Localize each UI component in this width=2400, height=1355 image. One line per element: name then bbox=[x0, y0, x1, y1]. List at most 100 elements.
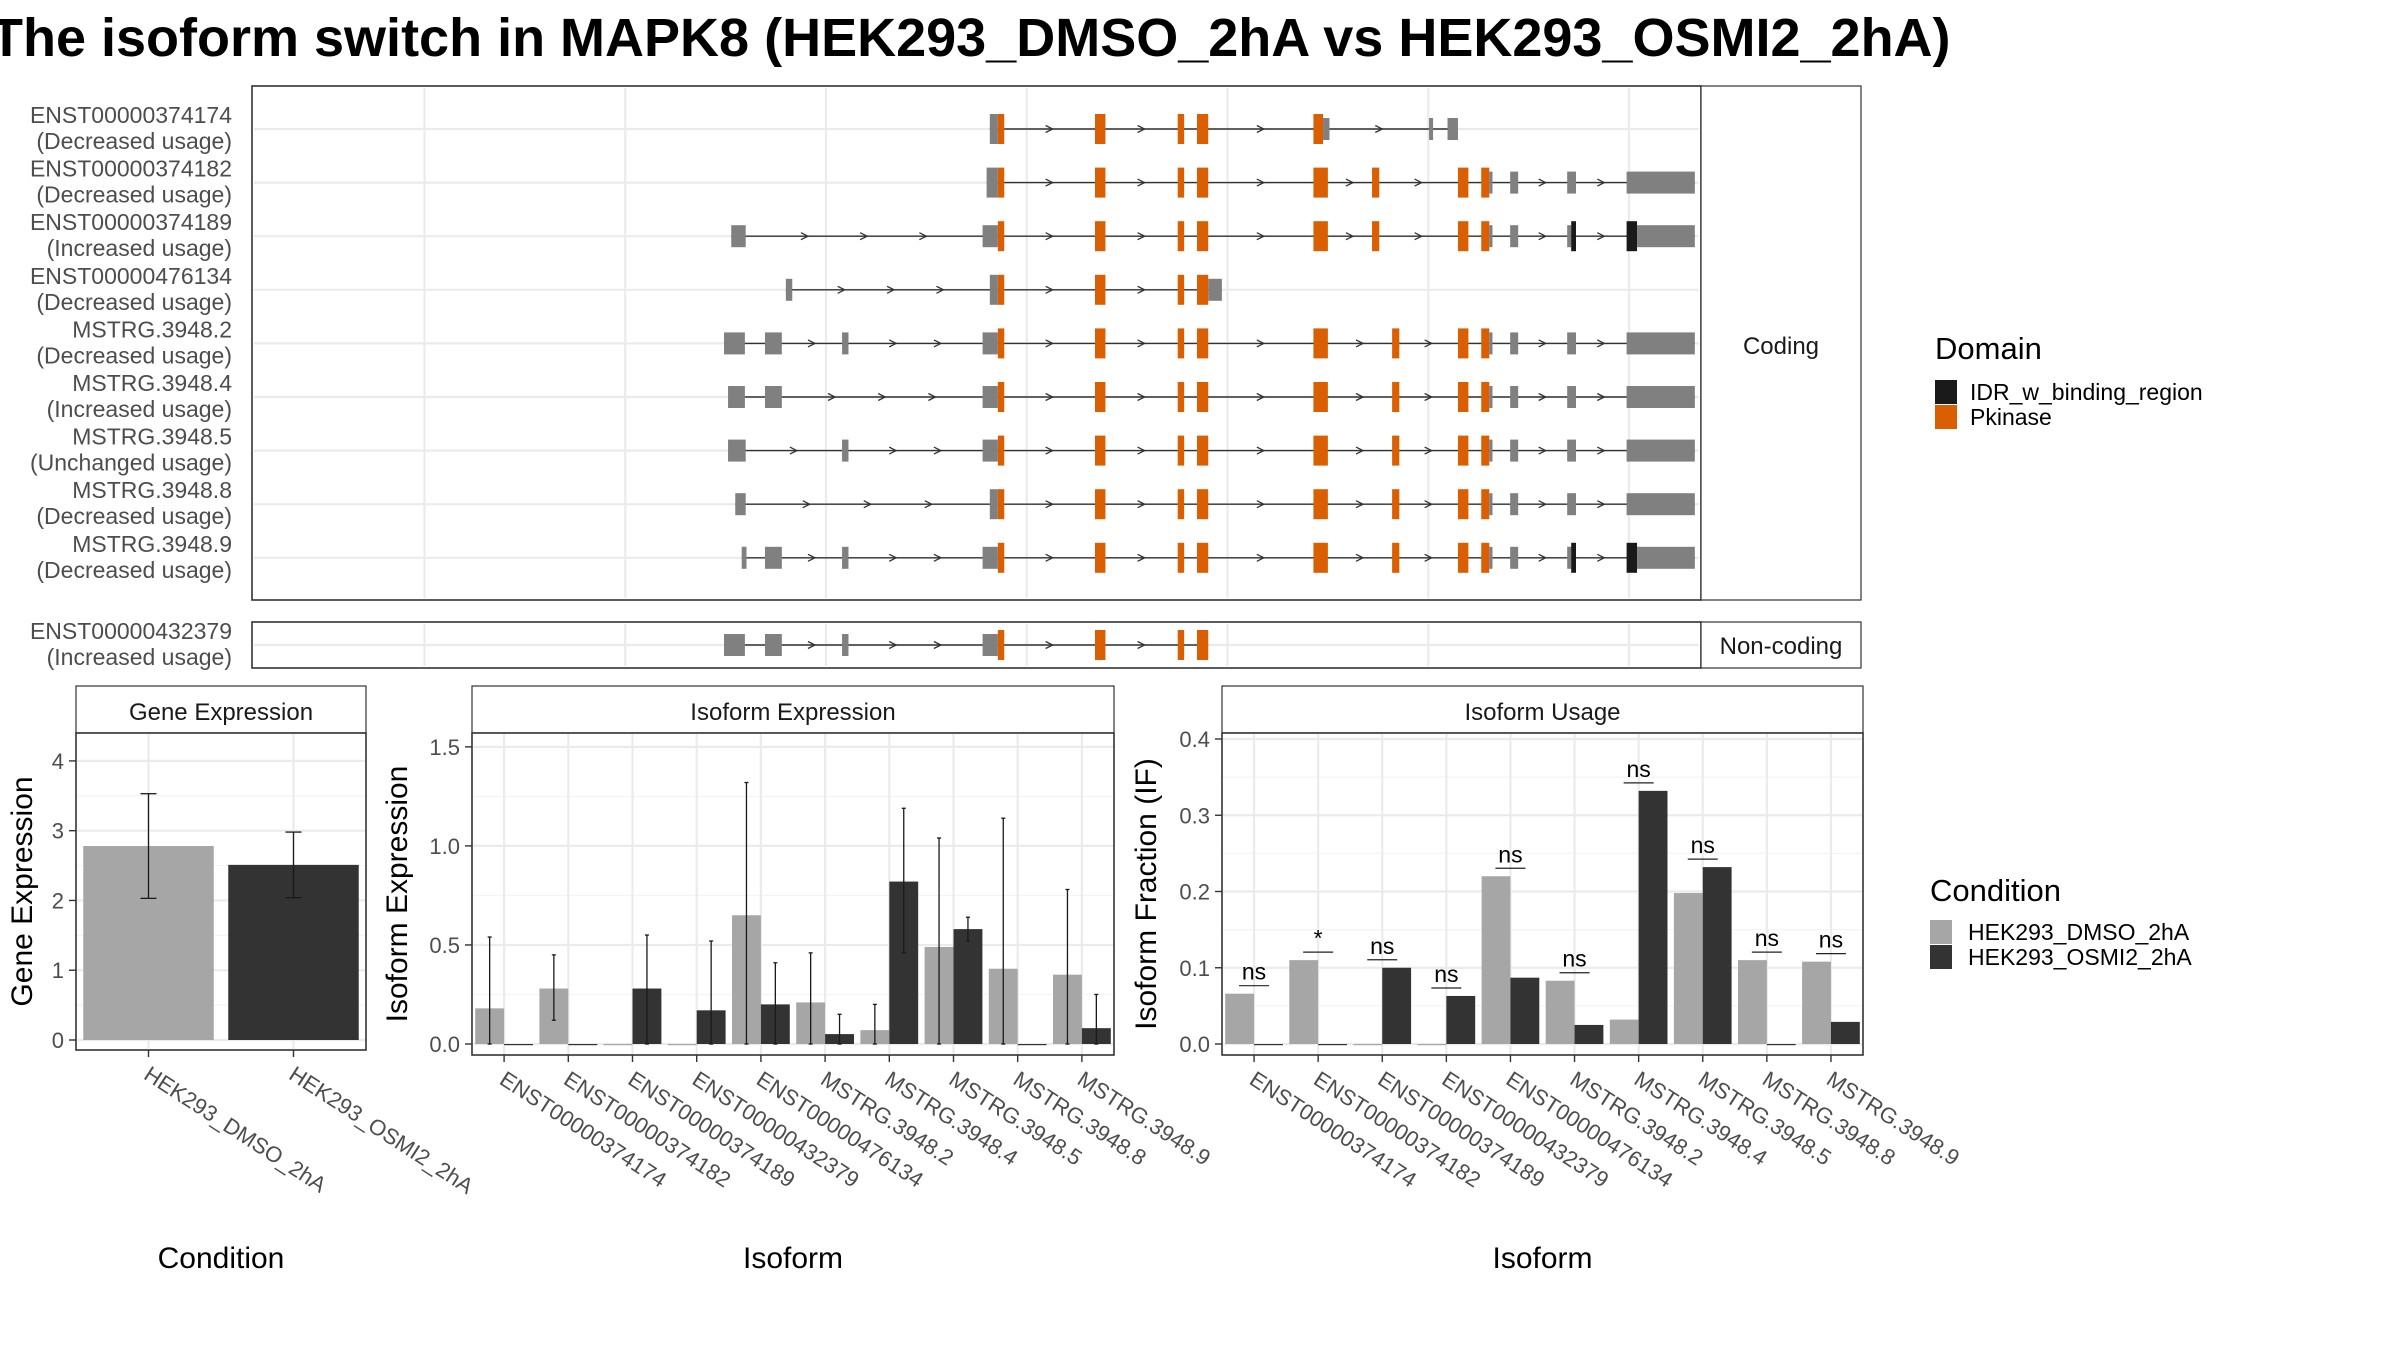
intron-direction-arrow bbox=[1424, 500, 1434, 509]
domain-block-pkinase bbox=[1095, 542, 1106, 573]
transcript-usage-label: (Decreased usage) bbox=[36, 289, 232, 315]
intron-direction-arrow bbox=[888, 446, 898, 455]
intron-direction-arrow bbox=[1374, 124, 1384, 134]
transcript-id-label: MSTRG.3948.2 bbox=[72, 316, 232, 342]
domain-block-pkinase bbox=[997, 328, 1005, 359]
exon-block bbox=[764, 332, 782, 355]
exon-block bbox=[1510, 332, 1519, 355]
intron-direction-arrow bbox=[936, 285, 945, 294]
intron-direction-arrow bbox=[888, 339, 898, 348]
intron-direction-arrow bbox=[1137, 553, 1147, 562]
exon-block bbox=[1567, 546, 1572, 569]
domain-block-pkinase bbox=[1313, 489, 1328, 520]
intron-direction-arrow bbox=[933, 446, 943, 455]
condition-legend-key bbox=[1930, 945, 1952, 969]
exon-block bbox=[986, 167, 998, 198]
exon-block bbox=[731, 225, 746, 248]
intron-direction-arrow bbox=[1597, 446, 1606, 455]
domain-block-pkinase bbox=[1313, 221, 1328, 252]
transcript-usage-label: (Decreased usage) bbox=[36, 503, 232, 529]
intron-direction-arrow bbox=[1045, 446, 1055, 455]
intron-direction-arrow bbox=[1597, 339, 1606, 348]
intron-direction-arrow bbox=[924, 500, 934, 509]
domain-block-pkinase bbox=[1372, 167, 1380, 198]
intron-direction-arrow bbox=[802, 500, 812, 509]
bar-hek293_dmso_2ha bbox=[1417, 1044, 1447, 1046]
domain-block-pkinase bbox=[1177, 167, 1185, 198]
domain-block-pkinase bbox=[997, 114, 1005, 144]
intron-direction-arrow bbox=[1137, 124, 1147, 134]
significance-label: ns bbox=[1819, 927, 1843, 953]
intron-direction-arrow bbox=[1345, 178, 1355, 187]
y-tick-label: 4 bbox=[52, 749, 64, 774]
intron-direction-arrow bbox=[1355, 446, 1365, 455]
intron-direction-arrow bbox=[800, 232, 810, 241]
domain-block-pkinase bbox=[1196, 114, 1209, 144]
intron-direction-arrow bbox=[1538, 232, 1548, 241]
intron-direction-arrow bbox=[1355, 339, 1365, 348]
intron-direction-arrow bbox=[1045, 500, 1055, 509]
exon-block bbox=[741, 546, 747, 569]
exon-block bbox=[724, 634, 745, 656]
intron-direction-arrow bbox=[1597, 553, 1606, 562]
exon-block bbox=[1626, 493, 1629, 516]
domain-block-pkinase bbox=[1196, 274, 1209, 305]
intron-direction-arrow bbox=[933, 640, 943, 650]
intron-direction-arrow bbox=[886, 285, 896, 294]
exon-block bbox=[735, 493, 746, 516]
domain-block-pkinase bbox=[1177, 114, 1185, 144]
domain-block-idr_w_binding_region bbox=[1626, 542, 1638, 573]
domain-block-idr_w_binding_region bbox=[1571, 221, 1577, 252]
domain-block-pkinase bbox=[1095, 435, 1106, 466]
intron-direction-arrow bbox=[1538, 178, 1548, 187]
y-axis-title: Isoform Expression bbox=[381, 766, 414, 1023]
exon-block bbox=[982, 225, 998, 248]
transcript-usage-label: (Decreased usage) bbox=[36, 342, 232, 368]
intron-direction-arrow bbox=[1414, 232, 1424, 241]
coding-strip-label: Coding bbox=[1743, 333, 1819, 360]
domain-block-pkinase bbox=[1372, 221, 1380, 252]
domain-block-pkinase bbox=[1313, 435, 1328, 466]
exon-block bbox=[1489, 493, 1493, 516]
transcript-usage-label: (Increased usage) bbox=[47, 235, 232, 261]
y-axis-title: Gene Expression bbox=[6, 776, 39, 1006]
intron-direction-arrow bbox=[928, 392, 937, 402]
transcript-id-label: MSTRG.3948.5 bbox=[72, 424, 232, 450]
domain-block-pkinase bbox=[1095, 167, 1106, 198]
bar-hek293_osmi2_2ha bbox=[1017, 1044, 1047, 1046]
bar-hek293_osmi2_2ha bbox=[1254, 1044, 1283, 1046]
intron-direction-arrow bbox=[1137, 178, 1147, 187]
x-axis-title: Condition bbox=[158, 1242, 285, 1275]
exon-block bbox=[1489, 332, 1493, 355]
domain-block-pkinase bbox=[997, 435, 1005, 466]
domain-block-pkinase bbox=[1095, 221, 1106, 252]
intron-direction-arrow bbox=[933, 339, 943, 348]
intron-direction-arrow bbox=[1256, 392, 1266, 402]
condition-legend-label: HEK293_DMSO_2hA bbox=[1968, 919, 2190, 945]
intron-direction-arrow bbox=[1045, 339, 1055, 348]
intron-direction-arrow bbox=[1045, 285, 1055, 294]
noncoding-strip-label: Non-coding bbox=[1720, 633, 1843, 660]
domain-block-pkinase bbox=[1177, 435, 1185, 466]
panel-strip bbox=[75, 685, 367, 734]
exon-block bbox=[982, 386, 998, 408]
intron-direction-arrow bbox=[1045, 232, 1055, 241]
transcript-usage-label: (Unchanged usage) bbox=[30, 450, 232, 476]
intron-direction-arrow bbox=[1424, 446, 1434, 455]
intron-direction-arrow bbox=[1538, 500, 1548, 509]
exon-block bbox=[1510, 439, 1519, 462]
domain-block-pkinase bbox=[1196, 630, 1209, 660]
domain-legend-key bbox=[1935, 380, 1957, 404]
exon-block bbox=[1567, 225, 1572, 248]
domain-block-pkinase bbox=[1196, 221, 1209, 252]
domain-legend-key bbox=[1935, 405, 1957, 429]
transcript-id-label: ENST00000374182 bbox=[30, 156, 232, 182]
exon-block bbox=[1429, 118, 1434, 140]
domain-block-pkinase bbox=[1392, 382, 1400, 412]
exon-block bbox=[1567, 386, 1577, 408]
domain-block-idr_w_binding_region bbox=[1571, 542, 1577, 573]
domain-block-pkinase bbox=[1177, 630, 1185, 660]
bar-hek293_dmso_2ha bbox=[1225, 993, 1255, 1044]
intron-direction-arrow bbox=[1538, 339, 1548, 348]
